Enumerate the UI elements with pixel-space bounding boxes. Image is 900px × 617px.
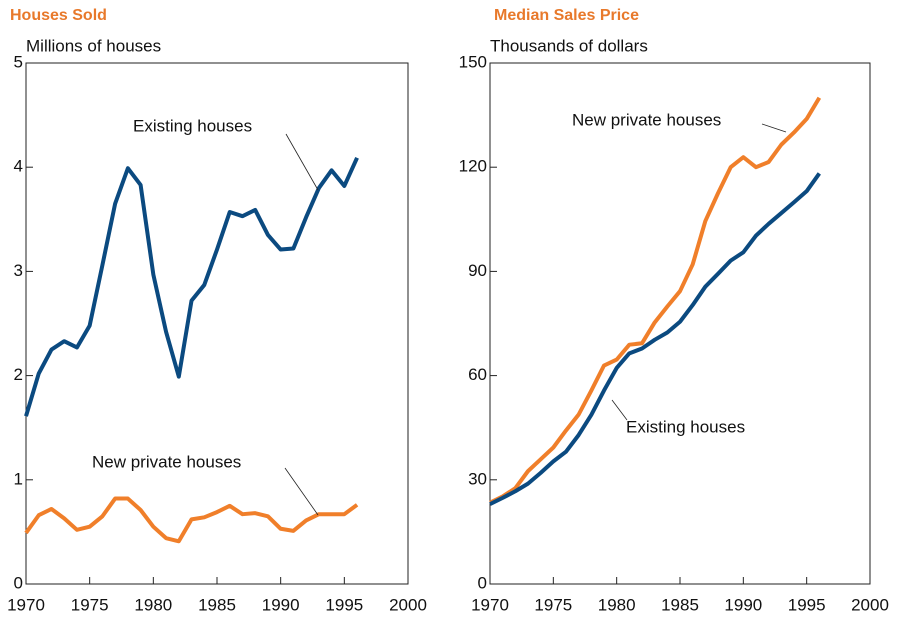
x-tick-label: 1995 [788,595,826,614]
axis-unit: Thousands of dollars [490,36,648,55]
data-line [489,96,822,505]
y-tick-label: 5 [14,52,23,71]
x-tick-label: 1990 [724,595,762,614]
series-label: Existing houses [626,417,745,436]
y-tick-label: 0 [478,573,487,592]
x-tick-label: 1985 [661,595,699,614]
y-tick-label: 60 [468,365,487,384]
x-tick-label: 1975 [71,595,109,614]
y-tick-label: 1 [14,469,23,488]
x-tick-label: 2000 [851,595,889,614]
plot-frame [25,62,409,585]
x-tick-label: 1985 [198,595,236,614]
leader-line [284,467,319,516]
y-tick-label: 2 [14,365,23,384]
chart-title: Median Sales Price [494,7,639,24]
y-tick-label: 4 [14,157,23,176]
y-tick-label: 0 [14,573,23,592]
data-line [24,496,359,544]
series-label: Existing houses [133,116,252,135]
chart-title: Houses Sold [10,7,107,24]
x-tick-label: 1980 [134,595,172,614]
x-tick-label: 1990 [262,595,300,614]
y-tick-label: 3 [14,261,23,280]
x-tick-label: 1995 [325,595,363,614]
x-tick-label: 1980 [598,595,636,614]
leader-line [611,399,628,421]
y-tick-label: 120 [459,157,487,176]
leader-line [761,123,787,133]
data-line [489,172,821,506]
axis-unit: Millions of houses [26,36,161,55]
series-label: New private houses [572,110,721,129]
y-tick-label: 90 [468,261,487,280]
x-tick-label: 1970 [7,595,45,614]
x-tick-label: 1970 [471,595,509,614]
y-tick-label: 150 [459,52,487,71]
leader-line [285,133,319,191]
y-tick-label: 30 [468,469,487,488]
x-tick-label: 2000 [389,595,427,614]
data-line [24,156,359,417]
x-tick-label: 1975 [534,595,572,614]
series-label: New private houses [92,452,241,471]
